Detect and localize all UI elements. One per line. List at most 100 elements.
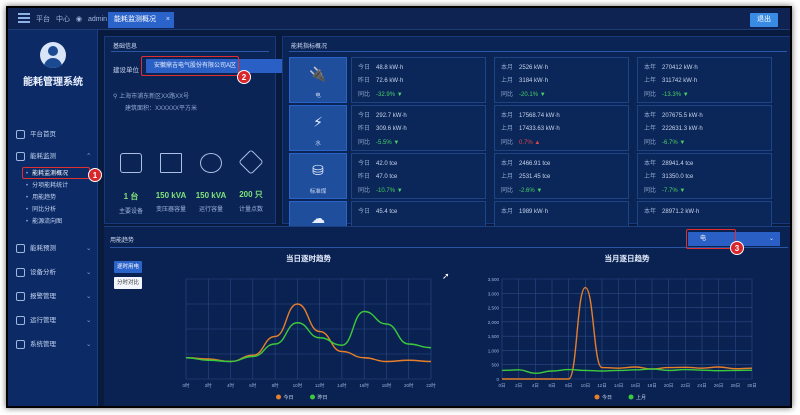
sidebar-item-operation[interactable]: 运行管理 ⌄	[16, 314, 91, 328]
cell-value: 42.0 tce	[376, 161, 398, 167]
legend-swatch	[310, 394, 315, 400]
settings-icon	[16, 339, 25, 349]
cell-change: -32.9%	[376, 92, 396, 98]
cell-key: 同比	[644, 140, 657, 146]
chevron-down-icon: ⌄	[86, 269, 92, 276]
menu-icon[interactable]	[18, 13, 30, 24]
cell-line: 本年 28971.2 kW·h	[644, 206, 699, 215]
cell-line: 上月 3184 kW·h	[501, 75, 548, 84]
overview-cell: 本年 207675.5 kW·h 上年 222631.3 kW·h 同比 -6.7% ▼	[637, 105, 772, 151]
cell-key: 本月	[501, 113, 514, 119]
divider	[111, 51, 269, 52]
stat-transformer: 150 kVA 变压器容量	[149, 153, 193, 213]
cell-line: 同比 -6.7% ▼	[644, 137, 685, 146]
overview-row-icon-tile: ⛁ 标准煤	[289, 153, 347, 199]
sidebar-item-home[interactable]: 平台首页	[16, 128, 56, 142]
close-icon[interactable]: ×	[165, 16, 170, 23]
logout-button[interactable]: 退出	[750, 13, 778, 27]
cell-line: 上月 17433.63 kW·h	[501, 123, 560, 132]
cell-value: 311742 kW·h	[662, 78, 698, 84]
coal-icon: ⛁	[312, 162, 324, 178]
x-tick-label: 12日	[597, 383, 607, 389]
stat-meters: 200 只 计量点数	[229, 149, 273, 213]
cell-key: 今日	[358, 161, 371, 167]
system-name: 能耗管理系统	[23, 77, 83, 88]
cell-key: 本月	[501, 209, 514, 215]
sidebar-item-label: 能耗监测	[30, 153, 56, 160]
arrow-down-icon: ▼	[539, 92, 546, 98]
x-tick-label: 8时	[272, 382, 280, 388]
x-tick-label: 16日	[631, 383, 641, 389]
cell-line: 本年 270412 kW·h	[644, 62, 698, 71]
chevron-down-icon: ⌄	[86, 341, 92, 348]
home-icon	[16, 129, 25, 139]
x-tick-label: 4时	[227, 382, 235, 388]
cell-line: 昨日 72.6 kW·h	[358, 75, 403, 84]
cell-key: 昨日	[358, 174, 371, 180]
cell-line: 同比 -20.1% ▼	[501, 89, 546, 98]
energy-type-select[interactable]: 电 ⌄	[688, 232, 780, 246]
series-line	[185, 303, 432, 363]
computer-icon	[120, 153, 142, 173]
hourly-toggle-button[interactable]: 逐时用电	[114, 261, 142, 273]
cell-value: 2466.91 tce	[519, 161, 551, 167]
sidebar-subitem-flow[interactable]: 能源流向图	[26, 217, 62, 228]
arrow-down-icon: ▼	[679, 140, 686, 146]
cell-value: 28941.4 tce	[662, 161, 694, 167]
sidebar-item-label: 报警管理	[30, 293, 56, 300]
cell-key: 今日	[358, 113, 371, 119]
sidebar-item-device[interactable]: 设备分析 ⌄	[16, 266, 91, 280]
sidebar-item-alarm[interactable]: 报警管理 ⌄	[16, 290, 91, 304]
overview-row-label: 电	[315, 93, 321, 99]
sidebar-subitem-overview[interactable]: 能耗监测概况	[26, 169, 68, 180]
overview-cell: 本月 17568.74 kW·h 上月 17433.63 kW·h 同比 0.7% ▲	[494, 105, 629, 151]
highlight-box	[686, 229, 736, 249]
legend-label: 今日	[284, 394, 294, 401]
area-text: 建筑面积：XXXXXX平方米	[125, 106, 198, 112]
sidebar-subitem-statistics[interactable]: 分项能耗统计	[26, 181, 68, 192]
x-tick-label: 4日	[532, 383, 539, 389]
cell-key: 同比	[358, 92, 371, 98]
cell-key: 本年	[644, 65, 657, 71]
sidebar-item-system[interactable]: 系统管理 ⌄	[16, 338, 91, 352]
overview-cell: 今日 48.8 kW·h 昨日 72.6 kW·h 同比 -32.9% ▼	[351, 57, 486, 103]
user-name[interactable]: admin	[87, 16, 108, 23]
cell-line: 同比 -10.7% ▼	[358, 185, 403, 194]
sidebar-item-monitor[interactable]: 能耗监测 ⌃	[16, 150, 91, 164]
sidebar-subitem-trend[interactable]: 用能趋势	[26, 193, 56, 204]
y-tick-label: 1,500	[488, 334, 500, 339]
cell-line: 同比 -7.7% ▼	[644, 185, 685, 194]
top-link-platform[interactable]: 平台	[36, 16, 50, 23]
mouse-cursor-icon: ➚	[442, 271, 450, 281]
arrow-down-icon: ▼	[396, 92, 403, 98]
series-line	[185, 310, 432, 363]
energy-overview-panel: 能耗指标概况 🔌 电今日 48.8 kW·h 昨日 72.6 kW·h 同比 -32.9% …	[282, 36, 790, 247]
arrow-down-icon: ▼	[536, 188, 543, 194]
cell-line: 同比 -5.5% ▼	[358, 137, 399, 146]
cell-key: 同比	[501, 92, 514, 98]
overview-row: ⚡ 水今日 292.7 kW·h 昨日 309.6 kW·h 同比 -5.5% ▼ 本月 175…	[289, 105, 787, 151]
alarm-icon	[16, 291, 25, 301]
network-icon	[238, 149, 264, 175]
cell-line: 上月 2531.45 tce	[501, 171, 550, 180]
tab-energy-overview[interactable]: 能耗监测概况 ×	[108, 12, 174, 28]
compare-toggle-button[interactable]: 分时对比	[114, 277, 142, 289]
cell-key: 本年	[644, 209, 657, 215]
cell-line: 今日 48.8 kW·h	[358, 62, 403, 71]
device-icon	[16, 267, 25, 277]
cell-key: 同比	[501, 140, 514, 146]
top-link-center[interactable]: 中心	[55, 16, 70, 23]
server-icon	[160, 153, 182, 173]
sidebar-item-forecast[interactable]: 能耗预测 ⌄	[16, 242, 91, 256]
cell-key: 上年	[644, 78, 657, 84]
cell-key: 本年	[644, 113, 657, 119]
x-tick-label: 0时	[182, 382, 190, 388]
transformer-icon	[200, 153, 222, 173]
carbon-icon: ☁	[311, 210, 325, 226]
x-tick-label: 22日	[681, 383, 691, 389]
sidebar-subitem-compare[interactable]: 同比分析	[26, 205, 56, 216]
stat-running: 150 kVA 运行容量	[189, 153, 233, 213]
x-tick-label: 28日	[731, 383, 741, 389]
daily-trend-chart: 当月逐日趋势 0 500 1,000 1,500 2,000 2,500 3,000 3,500…	[488, 253, 757, 401]
cell-change: -10.7%	[376, 188, 396, 194]
